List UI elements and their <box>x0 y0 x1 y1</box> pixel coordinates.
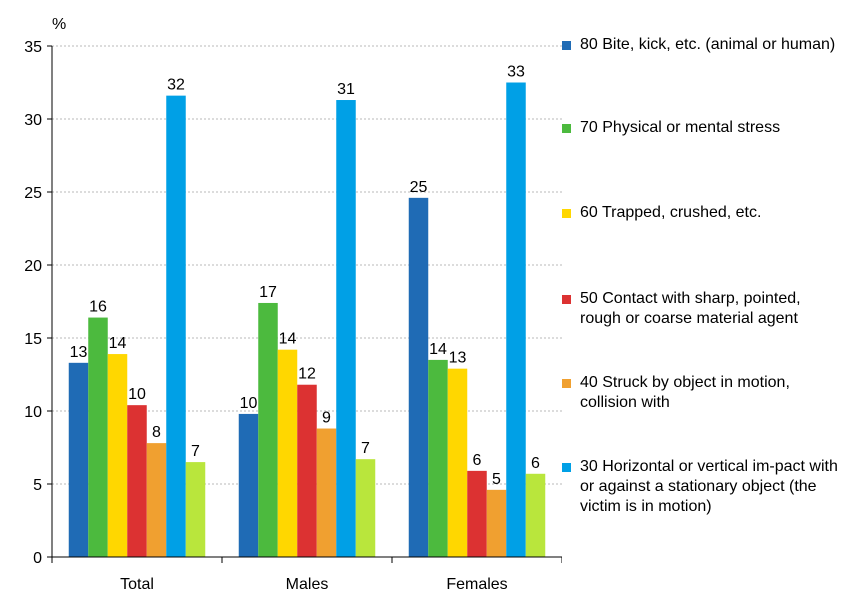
legend-item-bite-kick: 80 Bite, kick, etc. (animal or human) <box>562 35 846 55</box>
bar <box>185 462 206 557</box>
axes: 0 5 10 15 20 25 30 35 Total Males Females <box>24 39 562 592</box>
bar-chart: 0 5 10 15 20 25 30 35 Total Males Females 13 16 14 10… <box>24 16 562 592</box>
data-label: 7 <box>191 443 200 460</box>
legend-swatch <box>562 295 571 304</box>
legend: 80 Bite, kick, etc. (animal or human) 70… <box>562 0 849 592</box>
bar <box>127 405 147 557</box>
data-label: 14 <box>109 335 127 352</box>
bar <box>447 368 468 557</box>
bar <box>428 359 448 557</box>
legend-label: 50 Contact with sharp, pointed, rough or… <box>580 290 801 327</box>
x-tick-label: Total <box>120 576 154 592</box>
bar <box>525 473 546 557</box>
y-tick-label: 30 <box>24 112 42 129</box>
data-label: 6 <box>473 452 482 469</box>
data-label: 8 <box>152 424 161 441</box>
y-tick-label: 25 <box>24 185 42 202</box>
legend-swatch <box>562 209 571 218</box>
legend-item-physical-mental-stress: 70 Physical or mental stress <box>562 118 846 138</box>
data-label: 7 <box>361 440 370 457</box>
data-label: 33 <box>507 64 525 81</box>
data-label: 31 <box>337 81 355 98</box>
bar <box>336 100 356 558</box>
x-tick-label: Males <box>286 576 329 592</box>
legend-swatch <box>562 41 571 50</box>
legend-label: 40 Struck by object in motion, collision… <box>580 374 790 411</box>
bar <box>88 317 108 557</box>
y-tick-label: 10 <box>24 404 42 421</box>
bar <box>166 95 186 557</box>
data-label: 14 <box>279 331 297 348</box>
data-label: 13 <box>70 344 88 361</box>
legend-item-contact-sharp: 50 Contact with sharp, pointed, rough or… <box>562 289 830 329</box>
legend-label: 30 Horizontal or vertical im-pact with o… <box>580 458 838 515</box>
bar <box>486 489 507 557</box>
data-label: 16 <box>89 299 107 316</box>
bar <box>297 384 317 557</box>
bar <box>146 443 167 557</box>
x-tick-label: Females <box>446 576 507 592</box>
bar <box>467 470 487 557</box>
legend-label: 70 Physical or mental stress <box>580 119 781 136</box>
bar <box>107 354 128 557</box>
data-label: 25 <box>410 179 428 196</box>
bar <box>277 349 298 557</box>
y-tick-label: 20 <box>24 258 42 275</box>
y-tick-label: 0 <box>33 550 42 567</box>
bar <box>355 459 376 557</box>
y-tick-label: 35 <box>24 39 42 56</box>
bar <box>316 428 337 557</box>
bar <box>506 82 526 557</box>
data-label: 17 <box>259 284 277 301</box>
bars <box>68 82 546 558</box>
legend-item-trapped-crushed: 60 Trapped, crushed, etc. <box>562 203 846 223</box>
data-label: 13 <box>449 350 467 367</box>
data-label: 10 <box>128 386 146 403</box>
bar <box>238 413 259 557</box>
legend-label: 80 Bite, kick, etc. (animal or human) <box>580 36 836 53</box>
y-axis-label: % <box>52 16 66 33</box>
data-label: 12 <box>298 366 316 383</box>
legend-label: 60 Trapped, crushed, etc. <box>580 204 762 221</box>
y-tick-label: 15 <box>24 331 42 348</box>
data-label: 32 <box>167 77 185 94</box>
legend-swatch <box>562 379 571 388</box>
bar <box>68 362 89 557</box>
data-label: 10 <box>240 395 258 412</box>
bar <box>408 197 429 557</box>
bar <box>258 302 278 557</box>
data-label: 14 <box>429 341 447 358</box>
y-tick-label: 5 <box>33 477 42 494</box>
legend-item-horizontal-vertical-impact: 30 Horizontal or vertical im-pact with o… <box>562 457 849 517</box>
data-label: 5 <box>492 471 501 488</box>
legend-swatch <box>562 463 571 472</box>
legend-swatch <box>562 124 571 133</box>
data-label: 6 <box>531 455 540 472</box>
legend-item-struck-by-object: 40 Struck by object in motion, collision… <box>562 373 790 413</box>
data-label: 9 <box>322 410 331 427</box>
